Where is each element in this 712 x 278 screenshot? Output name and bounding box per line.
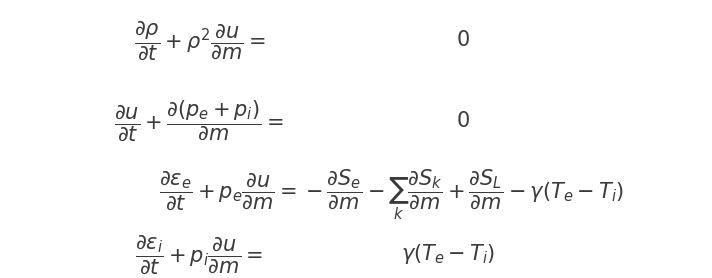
Text: $\dfrac{\partial \rho}{\partial t} + \rho^2 \dfrac{\partial u}{\partial m} =$: $\dfrac{\partial \rho}{\partial t} + \rh… xyxy=(134,19,265,62)
Text: $0$: $0$ xyxy=(456,30,470,50)
Text: $\dfrac{\partial u}{\partial t} + \dfrac{\partial (p_e + p_i)}{\partial m} =$: $\dfrac{\partial u}{\partial t} + \dfrac… xyxy=(115,98,284,143)
Text: $\gamma(T_e - T_i)$: $\gamma(T_e - T_i)$ xyxy=(402,242,496,266)
Text: $\dfrac{\partial \epsilon_i}{\partial t} + p_i \dfrac{\partial u}{\partial m} =$: $\dfrac{\partial \epsilon_i}{\partial t}… xyxy=(135,233,263,275)
Text: $0$: $0$ xyxy=(456,111,470,131)
Text: $\dfrac{\partial \epsilon_e}{\partial t} + p_e \dfrac{\partial u}{\partial m} = : $\dfrac{\partial \epsilon_e}{\partial t}… xyxy=(159,167,624,222)
